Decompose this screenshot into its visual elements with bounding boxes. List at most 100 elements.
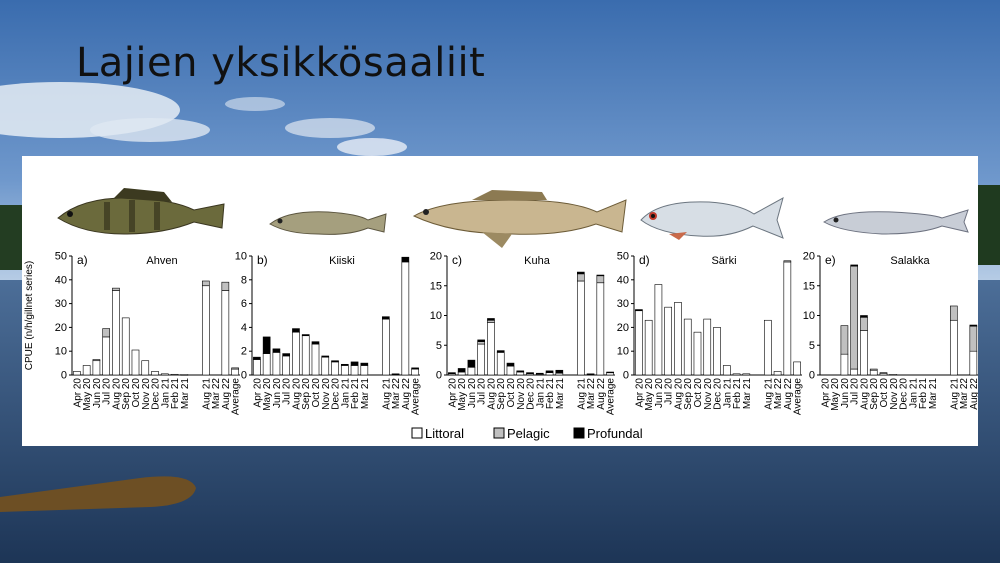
bar-segment-littoral	[221, 290, 230, 376]
bar-segment-profundal	[391, 373, 400, 376]
bar-segment-profundal	[253, 356, 261, 360]
x-tick-label: Nov 20	[889, 378, 900, 410]
species-name: Ahven	[146, 255, 177, 267]
bar-segment-littoral	[850, 368, 859, 376]
bar-segment-littoral	[457, 371, 466, 376]
x-tick-label: Average	[793, 378, 804, 416]
x-tick-label: Aug 20	[291, 378, 302, 410]
x-tick-label: Mar 22	[391, 378, 402, 410]
x-tick-label: Dec 20	[151, 378, 162, 410]
x-tick-label: Mar 21	[742, 378, 753, 410]
bar-segment-profundal	[381, 316, 390, 320]
y-tick-label: 6	[241, 298, 247, 310]
bar-segment-profundal	[545, 370, 554, 373]
bar-segment-littoral	[674, 302, 682, 376]
y-tick-label: 20	[617, 322, 629, 334]
bar-segment-littoral	[131, 349, 140, 376]
x-tick-label: May 20	[830, 378, 841, 411]
x-tick-label: Jun 20	[272, 378, 283, 408]
bar-segment-profundal	[969, 324, 978, 327]
bar-segment-pelagic	[879, 372, 888, 374]
bar-segment-profundal	[487, 318, 495, 321]
bar-segment-littoral	[732, 373, 741, 376]
y-tick-label: 20	[803, 251, 815, 263]
bar-segment-pelagic	[231, 367, 239, 370]
bar-segment-littoral	[82, 365, 91, 376]
x-tick-label: Aug 21	[576, 378, 587, 410]
bar-segment-littoral	[112, 290, 120, 376]
y-tick-label: 20	[55, 322, 67, 334]
x-tick-label: Aug 21	[949, 378, 960, 410]
bar-segment-littoral	[506, 365, 515, 376]
bar-segment-littoral	[783, 261, 792, 376]
bar-segment-littoral	[73, 371, 81, 376]
bar-segment-littoral	[496, 352, 505, 376]
bar-segment-littoral	[516, 371, 525, 376]
bar-segment-littoral	[292, 331, 300, 376]
bar-segment-littoral	[360, 365, 369, 376]
panel-letter: d)	[639, 253, 650, 267]
x-tick-label: Jan 21	[340, 378, 351, 408]
x-tick-label: Mar 21	[360, 378, 371, 410]
bar-segment-profundal	[860, 315, 868, 318]
bar-segment-profundal	[850, 264, 859, 267]
bleak-fish-image	[823, 209, 969, 235]
x-tick-label: May 20	[262, 378, 273, 411]
bar-segment-profundal	[331, 360, 339, 363]
x-tick-label: Mar 22	[959, 378, 970, 410]
x-tick-label: Jul 20	[664, 378, 675, 405]
x-tick-label: Apr 20	[252, 378, 263, 408]
panel-letter: c)	[452, 253, 462, 267]
y-tick-label: 2	[241, 346, 247, 358]
x-tick-label: Dec 20	[713, 378, 724, 410]
bar-segment-pelagic	[201, 280, 210, 287]
bar-segment-profundal	[448, 372, 456, 375]
bar-segment-littoral	[282, 355, 291, 376]
y-tick-label: 20	[430, 251, 442, 263]
bar-segment-littoral	[969, 350, 978, 376]
bar-segment-pelagic	[487, 319, 495, 323]
bar-segment-profundal	[576, 271, 585, 275]
bar-segment-profundal	[596, 274, 605, 277]
bar-segment-profundal	[516, 370, 525, 373]
bar-segment-littoral	[121, 317, 130, 376]
bar-segment-littoral	[703, 318, 712, 376]
bar-segment-pelagic	[92, 359, 101, 362]
y-tick-label: 30	[55, 298, 67, 310]
species-name: Kiiski	[329, 255, 355, 267]
x-tick-label: Apr 20	[72, 378, 83, 408]
bar-segment-pelagic	[949, 305, 958, 321]
bar-segment-littoral	[231, 368, 239, 376]
x-tick-label: Average	[231, 378, 242, 416]
bar-segment-pelagic	[869, 368, 878, 371]
oar	[0, 476, 196, 512]
perch-fish-image	[57, 188, 225, 235]
panel-letter: b)	[257, 253, 268, 267]
bar-segment-pelagic	[221, 281, 230, 291]
bar-segment-littoral	[411, 368, 419, 376]
x-tick-label: Oct 20	[693, 378, 704, 408]
x-tick-label: Jul 20	[102, 378, 113, 405]
x-tick-label: Apr 20	[634, 378, 645, 408]
x-tick-label: Nov 20	[703, 378, 714, 410]
y-tick-label: 15	[430, 280, 442, 292]
bar-segment-littoral	[141, 360, 150, 376]
x-tick-label: Aug 20	[673, 378, 684, 410]
x-tick-label: Feb 21	[350, 378, 361, 410]
bar-segment-littoral	[840, 353, 849, 376]
x-tick-label: Jun 20	[654, 378, 665, 408]
x-tick-label: Jul 20	[282, 378, 293, 405]
bar-segment-littoral	[92, 360, 101, 376]
y-tick-label: 4	[241, 322, 247, 334]
x-tick-label: Dec 20	[526, 378, 537, 410]
x-tick-label: Aug 20	[859, 378, 870, 410]
x-tick-label: Average	[606, 378, 617, 416]
x-tick-label: Oct 20	[311, 378, 322, 408]
cloud	[285, 118, 375, 138]
bar-segment-profundal	[272, 348, 281, 353]
x-tick-label: Sep 20	[683, 378, 694, 410]
y-tick-label: 40	[617, 274, 629, 286]
species-name: Salakka	[890, 255, 930, 267]
bar-segment-littoral	[253, 359, 261, 376]
x-tick-label: Jul 20	[850, 378, 861, 405]
